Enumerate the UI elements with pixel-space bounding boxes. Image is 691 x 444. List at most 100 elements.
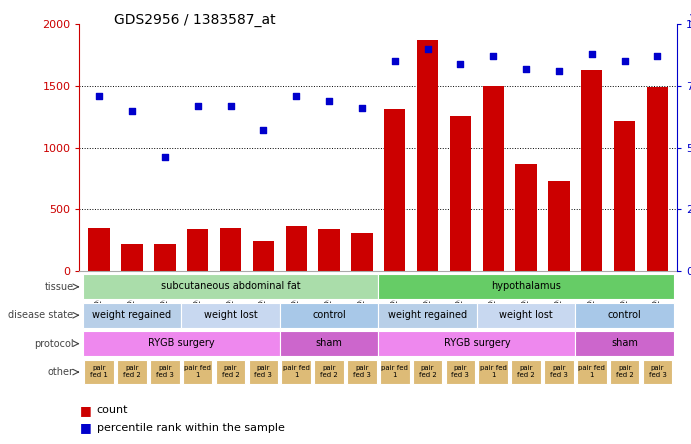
Point xyxy=(94,92,105,99)
Bar xyxy=(280,303,378,328)
Point xyxy=(586,51,597,58)
Bar xyxy=(482,86,504,271)
Text: weight regained: weight regained xyxy=(388,309,467,320)
Bar xyxy=(647,87,668,271)
Bar xyxy=(187,229,209,271)
Bar xyxy=(280,331,378,356)
Bar xyxy=(581,70,603,271)
Text: 100%: 100% xyxy=(689,14,691,24)
Bar xyxy=(576,303,674,328)
Bar xyxy=(378,274,674,299)
Text: pair
fed 3: pair fed 3 xyxy=(550,365,568,378)
Text: pair
fed 1: pair fed 1 xyxy=(91,365,108,378)
Bar xyxy=(446,360,475,385)
Point xyxy=(225,102,236,109)
Bar xyxy=(314,360,344,385)
Bar xyxy=(614,120,635,271)
Bar xyxy=(413,360,442,385)
Text: control: control xyxy=(312,309,346,320)
Point xyxy=(455,60,466,67)
Bar xyxy=(511,360,541,385)
Bar xyxy=(477,303,576,328)
Bar xyxy=(577,360,607,385)
Bar xyxy=(478,360,508,385)
Bar xyxy=(347,360,377,385)
Text: ■: ■ xyxy=(79,421,91,435)
Text: GDS2956 / 1383587_at: GDS2956 / 1383587_at xyxy=(114,13,276,28)
Text: pair
fed 2: pair fed 2 xyxy=(419,365,437,378)
Text: protocol: protocol xyxy=(34,339,73,349)
Point xyxy=(422,45,433,52)
Text: weight regained: weight regained xyxy=(93,309,171,320)
Bar xyxy=(319,229,340,271)
Point xyxy=(160,154,171,161)
Text: ■: ■ xyxy=(79,404,91,417)
Bar xyxy=(417,40,438,271)
Bar xyxy=(117,360,146,385)
Bar xyxy=(576,331,674,356)
Bar xyxy=(150,360,180,385)
Bar xyxy=(378,331,576,356)
Text: sham: sham xyxy=(612,338,638,348)
Text: pair
fed 2: pair fed 2 xyxy=(123,365,141,378)
Bar xyxy=(643,360,672,385)
Bar xyxy=(253,241,274,271)
Point xyxy=(258,127,269,134)
Bar xyxy=(83,303,181,328)
Point xyxy=(126,107,138,114)
Text: pair
fed 2: pair fed 2 xyxy=(320,365,338,378)
Bar xyxy=(548,181,569,271)
Point xyxy=(488,53,499,60)
Text: pair
fed 3: pair fed 3 xyxy=(156,365,174,378)
Text: weight lost: weight lost xyxy=(499,309,553,320)
Text: pair
fed 3: pair fed 3 xyxy=(649,365,666,378)
Bar xyxy=(545,360,574,385)
Bar xyxy=(84,360,114,385)
Text: weight lost: weight lost xyxy=(204,309,258,320)
Text: control: control xyxy=(608,309,641,320)
Point xyxy=(323,97,334,104)
Point xyxy=(619,58,630,65)
Text: pair fed
1: pair fed 1 xyxy=(578,365,605,378)
Bar xyxy=(610,360,639,385)
Point xyxy=(652,53,663,60)
Bar xyxy=(378,303,477,328)
Bar xyxy=(450,115,471,271)
Text: pair fed
1: pair fed 1 xyxy=(480,365,507,378)
Text: subcutaneous abdominal fat: subcutaneous abdominal fat xyxy=(161,281,301,291)
Bar xyxy=(83,274,378,299)
Text: RYGB surgery: RYGB surgery xyxy=(444,338,510,348)
Text: RYGB surgery: RYGB surgery xyxy=(148,338,215,348)
Bar xyxy=(88,228,110,271)
Point xyxy=(553,67,565,75)
Bar xyxy=(181,303,280,328)
Bar xyxy=(122,244,142,271)
Text: tissue: tissue xyxy=(44,282,73,292)
Text: count: count xyxy=(97,405,129,415)
Text: pair fed
1: pair fed 1 xyxy=(283,365,310,378)
Bar xyxy=(281,360,311,385)
Text: other: other xyxy=(48,367,73,377)
Text: disease state: disease state xyxy=(8,310,73,320)
Point xyxy=(291,92,302,99)
Text: pair
fed 2: pair fed 2 xyxy=(518,365,535,378)
Text: pair
fed 2: pair fed 2 xyxy=(616,365,634,378)
Text: pair
fed 3: pair fed 3 xyxy=(353,365,371,378)
Text: pair
fed 3: pair fed 3 xyxy=(254,365,272,378)
Bar xyxy=(249,360,278,385)
Text: percentile rank within the sample: percentile rank within the sample xyxy=(97,423,285,433)
Point xyxy=(520,65,531,72)
Bar xyxy=(216,360,245,385)
Bar xyxy=(154,244,176,271)
Bar xyxy=(285,226,307,271)
Bar xyxy=(83,331,280,356)
Bar xyxy=(220,228,241,271)
Bar xyxy=(515,164,537,271)
Text: sham: sham xyxy=(316,338,343,348)
Point xyxy=(357,105,368,112)
Text: pair
fed 3: pair fed 3 xyxy=(451,365,469,378)
Text: hypothalamus: hypothalamus xyxy=(491,281,561,291)
Bar xyxy=(183,360,212,385)
Bar xyxy=(384,109,406,271)
Bar xyxy=(380,360,410,385)
